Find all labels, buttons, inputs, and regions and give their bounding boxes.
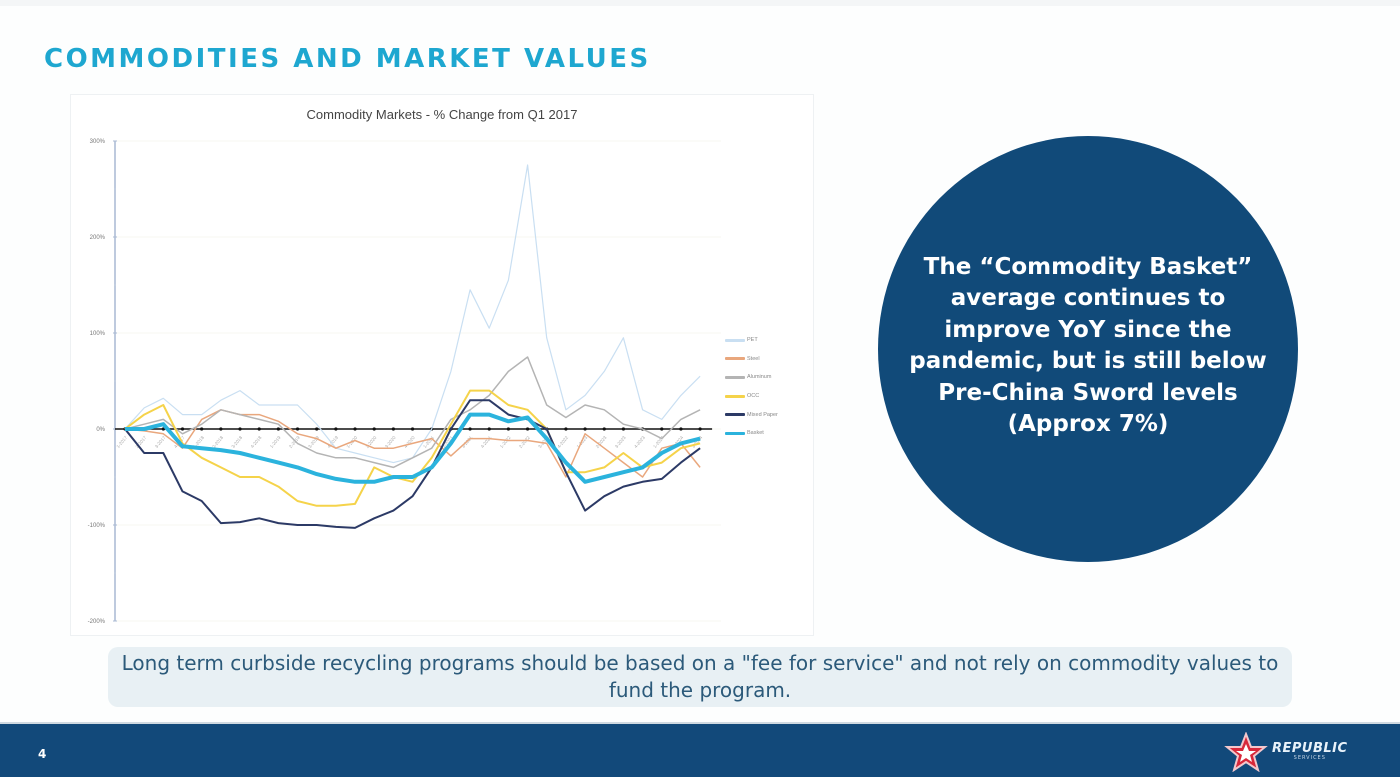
republic-services-logo: REPUBLIC SERVICES	[1224, 732, 1348, 772]
x-tick-label: 4-2022	[556, 435, 569, 449]
legend-item: Mixed Paper	[725, 405, 778, 424]
x-tick-label: 2-2017	[135, 435, 148, 449]
x-tick-label: 1-2019	[269, 435, 282, 449]
x-tick-label: 4-2018	[250, 435, 263, 449]
legend-item: OCC	[725, 387, 778, 406]
legend-swatch	[725, 394, 745, 398]
star-logo-icon	[1224, 732, 1268, 772]
legend-label: OCC	[747, 393, 760, 400]
series-line-basket	[125, 412, 701, 484]
legend-swatch	[725, 338, 745, 342]
callout-circle: The “Commodity Basket” average continues…	[878, 136, 1298, 562]
legend-item: Basket	[725, 424, 778, 443]
chart-legend: PET Steel Aluminum OCC Mixed Paper Basket	[725, 331, 778, 443]
page-number: 4	[38, 747, 47, 761]
legend-item: PET	[725, 331, 778, 350]
legend-label: Steel	[747, 355, 760, 362]
series-line-aluminum	[124, 356, 701, 469]
legend-swatch	[725, 431, 745, 435]
series-line-mixed-paper	[124, 399, 701, 529]
x-tick-label: 2-2018	[211, 435, 224, 449]
chart-title: Commodity Markets - % Change from Q1 201…	[306, 107, 578, 122]
y-tick-label: 0%	[96, 427, 105, 433]
fee-for-service-banner: Long term curbside recycling programs sh…	[108, 647, 1292, 707]
x-tick-label: 1-2017	[115, 435, 128, 449]
slide-title: COMMODITIES AND MARKET VALUES	[44, 44, 651, 74]
legend-label: Mixed Paper	[747, 411, 778, 418]
series-line-occ	[124, 389, 701, 507]
legend-swatch	[725, 413, 745, 417]
y-tick-label: 200%	[90, 235, 106, 241]
series-line-steel	[124, 409, 701, 478]
commodity-chart: Commodity Markets - % Change from Q1 201…	[70, 94, 814, 636]
x-tick-label: 4-2020	[403, 435, 416, 449]
logo-name: REPUBLIC	[1272, 741, 1348, 756]
callout-text: The “Commodity Basket” average continues…	[909, 253, 1267, 438]
legend-label: PET	[747, 337, 758, 344]
footer-bar: 4 REPUBLIC SERVICES	[0, 722, 1400, 777]
chart-plot-area: 300% 200% 100% 0% -100% -200% 1-2017 2-2017 3-20…	[88, 139, 721, 625]
x-tick-label: 1-2022	[499, 435, 512, 449]
x-tick-label: 4-2023	[633, 435, 646, 449]
legend-item: Steel	[725, 350, 778, 369]
logo-subtitle: SERVICES	[1293, 755, 1326, 761]
x-tick-label: 2-2022	[518, 435, 531, 449]
legend-label: Aluminum	[747, 374, 772, 381]
banner-text: Long term curbside recycling programs sh…	[121, 651, 1279, 702]
legend-item: Aluminum	[725, 368, 778, 387]
y-tick-label: 100%	[90, 331, 106, 337]
x-tick-label: 3-2023	[614, 435, 627, 449]
top-strip	[0, 0, 1400, 6]
x-tick-label: 3-2020	[384, 435, 397, 449]
x-tick-label: 3-2018	[230, 435, 243, 449]
legend-swatch	[725, 357, 745, 361]
legend-swatch	[725, 375, 745, 379]
y-tick-label: -200%	[88, 619, 106, 625]
x-tick-label: 3-2017	[154, 435, 167, 449]
y-tick-label: 300%	[90, 139, 106, 145]
x-tick-label: 4-2021	[480, 435, 493, 449]
legend-label: Basket	[747, 430, 764, 437]
y-tick-label: -100%	[88, 523, 106, 529]
